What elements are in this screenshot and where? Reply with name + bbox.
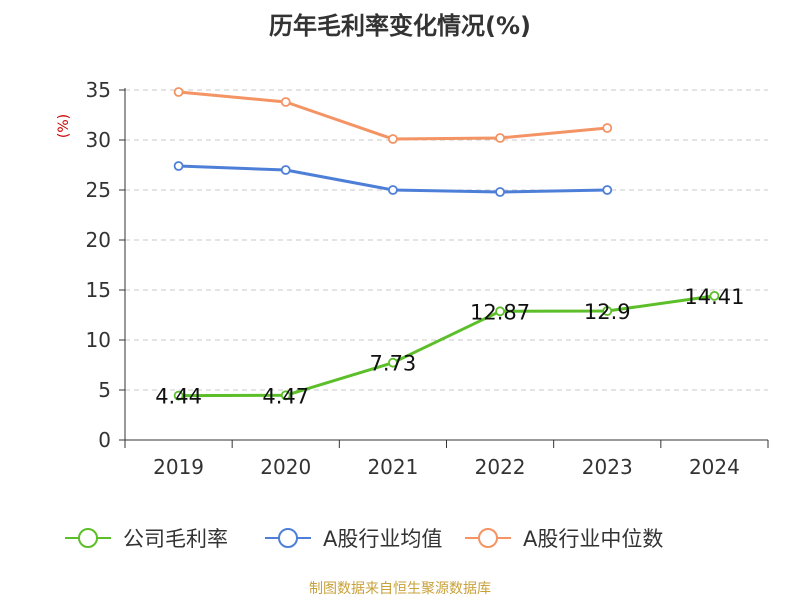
y-tick-label: 30	[86, 128, 111, 152]
data-point	[280, 97, 291, 107]
data-labels: 4.44 4.47 7.73 12.87 12.9 14.41	[155, 285, 744, 409]
legend-label: 公司毛利率	[123, 527, 228, 551]
grid-lines	[125, 89, 768, 391]
data-label: 14.41	[684, 285, 744, 309]
data-label: 7.73	[370, 352, 417, 376]
y-tick-label: 10	[86, 328, 111, 352]
series-lines	[173, 87, 720, 401]
data-label: 12.9	[584, 300, 631, 324]
data-label: 4.47	[262, 384, 309, 408]
x-tick-label: 2020	[260, 455, 311, 479]
x-tick-label: 2019	[153, 455, 204, 479]
data-label: 4.44	[155, 385, 202, 409]
data-point	[388, 185, 398, 195]
y-tick-label: 35	[86, 78, 111, 102]
data-point	[495, 133, 505, 143]
legend-item: A股行业中位数	[465, 527, 663, 551]
series-line	[178, 294, 715, 398]
data-point	[495, 306, 505, 317]
data-point	[388, 357, 398, 368]
x-tick-label: 2022	[475, 455, 526, 479]
data-point	[280, 390, 291, 401]
data-point	[280, 165, 291, 175]
data-point	[173, 87, 184, 97]
y-tick-label: 20	[86, 228, 111, 252]
legend-item: A股行业均值	[265, 527, 442, 551]
data-label: 12.87	[470, 300, 530, 324]
y-tick-label: 15	[86, 278, 111, 302]
data-point	[495, 187, 505, 197]
series-line	[178, 90, 608, 141]
legend-item: 公司毛利率	[65, 527, 228, 551]
source-note: 制图数据来自恒生聚源数据库	[309, 581, 491, 597]
data-point	[709, 290, 720, 301]
legend-marker	[278, 528, 298, 548]
data-point	[602, 123, 613, 133]
x-tick-label: 2024	[689, 455, 740, 479]
legend: 公司毛利率 A股行业均值 A股行业中位数	[65, 527, 663, 551]
x-tick-label: 2023	[582, 455, 633, 479]
x-tick-label: 2021	[367, 455, 418, 479]
chart-title: 历年毛利率变化情况(%)	[269, 12, 531, 40]
data-point	[388, 134, 398, 144]
legend-label: A股行业均值	[323, 527, 442, 551]
legend-marker	[78, 528, 98, 548]
data-point	[602, 306, 613, 316]
legend-label: A股行业中位数	[523, 527, 663, 551]
data-point	[173, 390, 184, 401]
y-tick-label: 0	[98, 428, 111, 452]
y-tick-label: 5	[98, 378, 111, 402]
data-point	[173, 161, 184, 171]
legend-marker	[478, 528, 498, 548]
axes: 0 5 10 15 20 25 30 35 2019 2020 2021 2022 2023 2024	[86, 78, 769, 479]
y-axis-label: (%)	[56, 114, 72, 138]
data-point	[602, 185, 613, 195]
y-tick-label: 25	[86, 178, 111, 202]
